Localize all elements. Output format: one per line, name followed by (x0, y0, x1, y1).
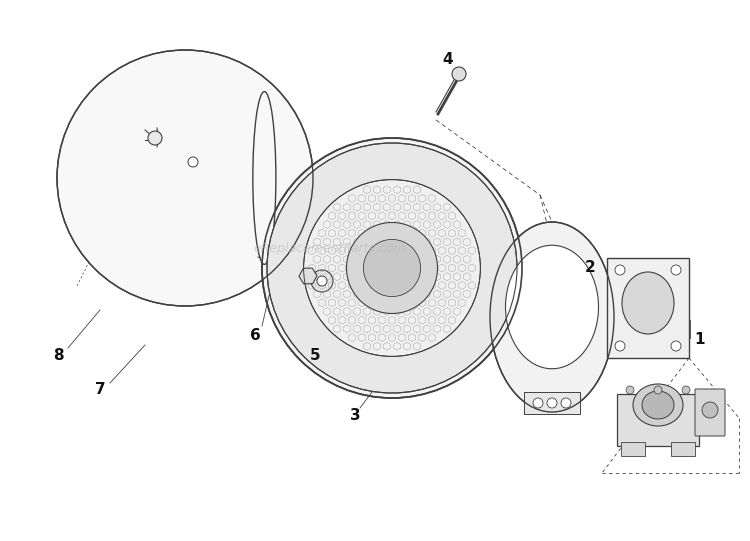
Circle shape (317, 276, 327, 286)
Circle shape (57, 50, 313, 306)
Text: 7: 7 (94, 382, 105, 398)
Text: 2: 2 (585, 261, 596, 275)
FancyBboxPatch shape (695, 389, 725, 436)
Text: 4: 4 (442, 52, 453, 68)
Text: 3: 3 (350, 407, 360, 423)
Circle shape (311, 270, 333, 292)
FancyBboxPatch shape (617, 394, 699, 446)
Circle shape (671, 265, 681, 275)
FancyBboxPatch shape (671, 442, 695, 456)
FancyBboxPatch shape (607, 258, 689, 358)
Circle shape (561, 398, 571, 408)
Ellipse shape (506, 245, 598, 369)
Circle shape (262, 138, 522, 398)
Circle shape (148, 131, 162, 145)
Circle shape (626, 386, 634, 394)
Circle shape (615, 265, 625, 275)
Text: 5: 5 (310, 347, 320, 362)
FancyBboxPatch shape (524, 392, 580, 414)
Circle shape (452, 67, 466, 81)
Ellipse shape (622, 272, 674, 334)
Text: 1: 1 (694, 333, 705, 347)
Circle shape (654, 386, 662, 394)
Text: 6: 6 (250, 327, 260, 342)
Text: eReplacementParts.com: eReplacementParts.com (254, 242, 406, 255)
Ellipse shape (253, 91, 276, 265)
Circle shape (533, 398, 543, 408)
Circle shape (682, 386, 690, 394)
Circle shape (615, 341, 625, 351)
Ellipse shape (633, 384, 683, 426)
Circle shape (188, 157, 198, 167)
Circle shape (702, 402, 718, 418)
Circle shape (267, 143, 517, 393)
Circle shape (304, 180, 481, 357)
Ellipse shape (490, 222, 614, 412)
FancyBboxPatch shape (621, 442, 645, 456)
Text: 8: 8 (53, 347, 63, 362)
Circle shape (346, 222, 437, 313)
Circle shape (671, 341, 681, 351)
Circle shape (547, 398, 557, 408)
Ellipse shape (642, 391, 674, 419)
Circle shape (364, 240, 421, 296)
